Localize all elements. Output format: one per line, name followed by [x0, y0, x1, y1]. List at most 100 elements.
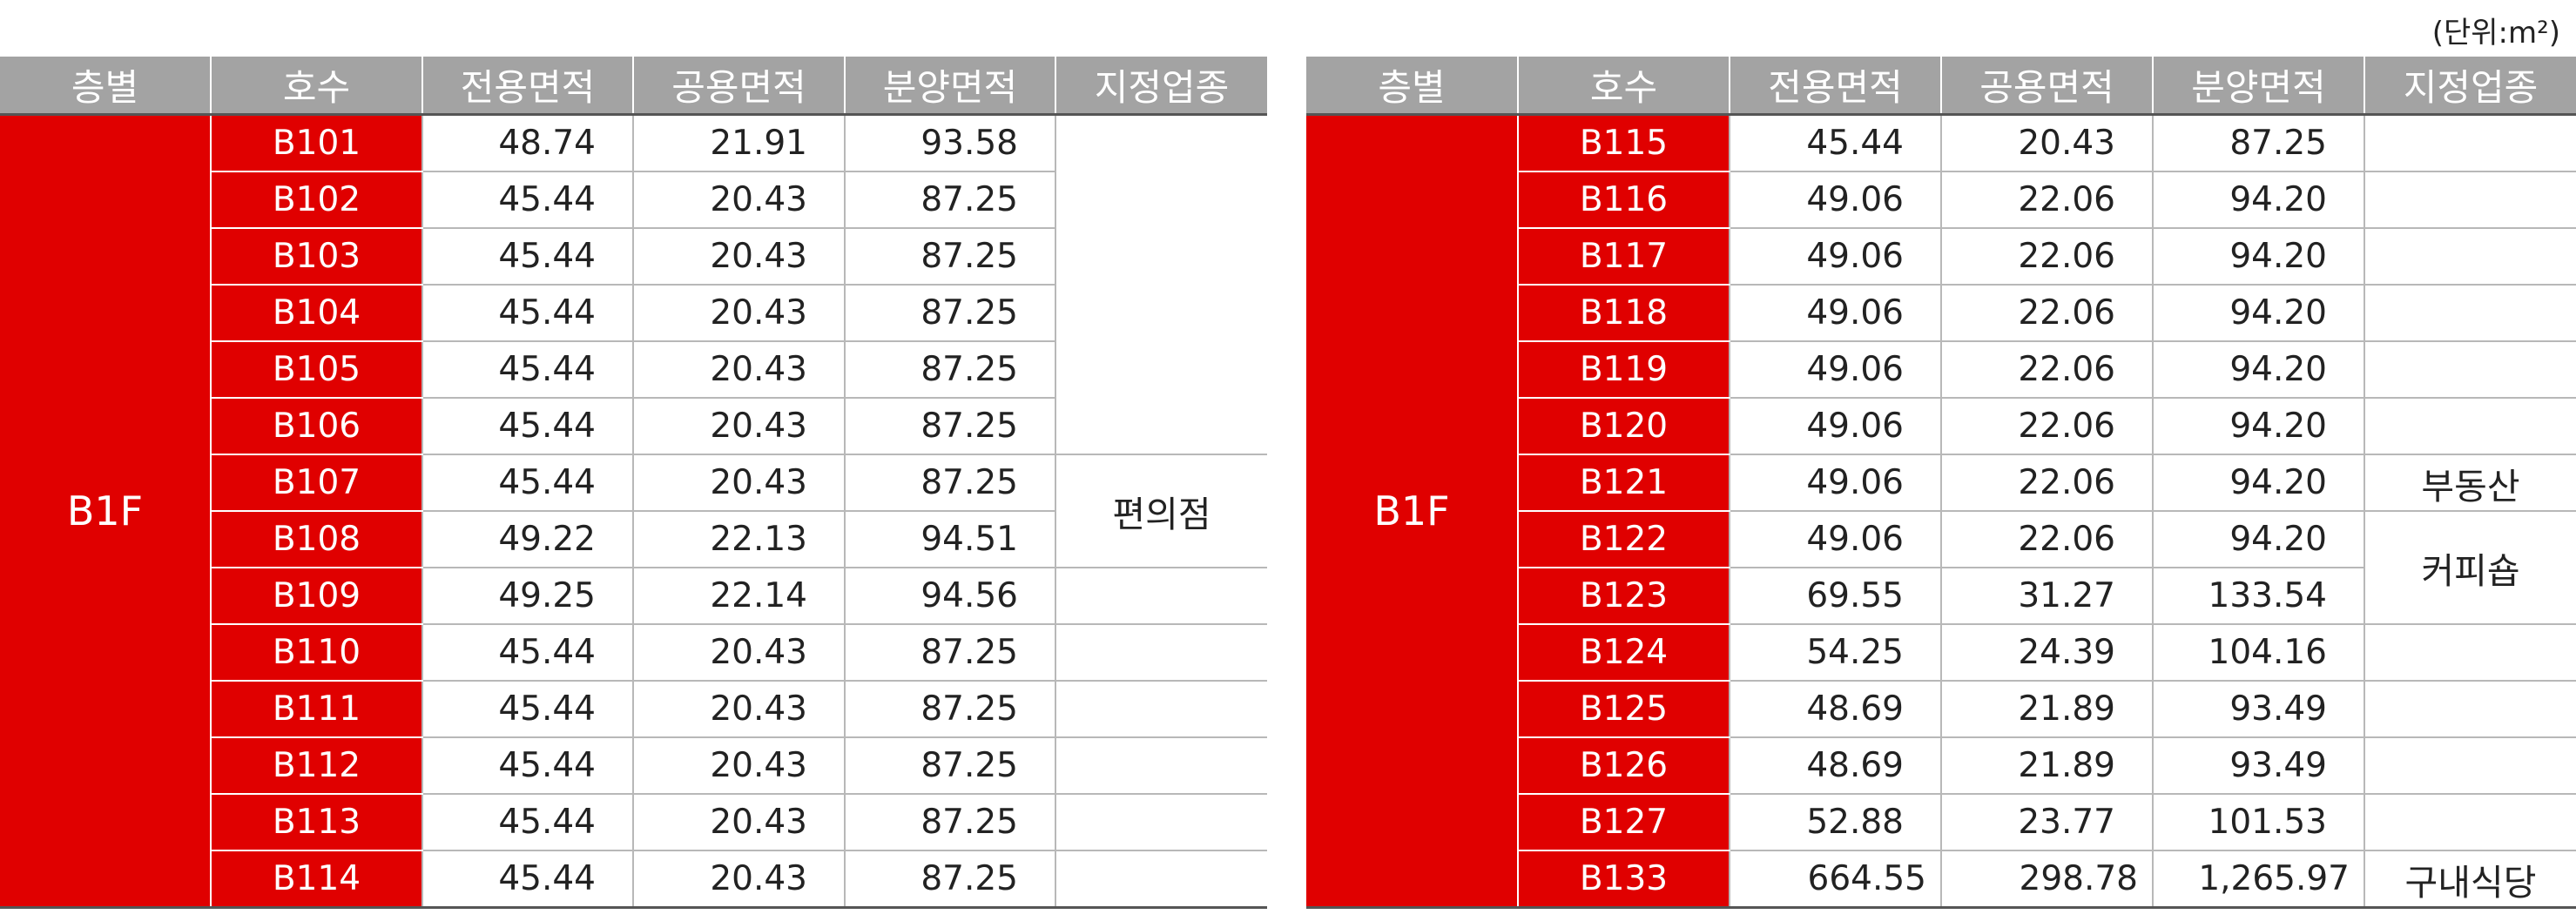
exclusive-area-cell-value: 49.06 — [1806, 407, 1904, 446]
unit-number-cell: B119 — [1517, 341, 1730, 399]
table-row: B117 49.06 22.06 94.20 — [1306, 228, 2576, 286]
sale-area-cell: 94.20 — [2152, 341, 2364, 399]
exclusive-area-cell-value: 45.44 — [498, 237, 596, 276]
exclusive-area-cell-value: 45.44 — [498, 293, 596, 333]
sale-area-cell: 93.49 — [2152, 681, 2364, 738]
common-area-cell: 20.43 — [632, 850, 845, 909]
exclusive-area-cell: 54.25 — [1729, 624, 1941, 682]
sale-area-cell-value: 94.20 — [2229, 520, 2327, 559]
sale-area-cell-value: 93.49 — [2229, 689, 2327, 729]
sale-area-cell: 87.25 — [844, 624, 1055, 682]
unit-number-cell: B127 — [1517, 794, 1730, 851]
sale-area-cell: 104.16 — [2152, 624, 2364, 682]
business-type-cell — [1055, 624, 1267, 682]
business-type-cell — [1055, 737, 1267, 795]
common-area-cell: 20.43 — [632, 341, 845, 399]
exclusive-area-cell-value: 49.06 — [1806, 237, 1904, 276]
table-row: B1F B101 48.74 21.91 93.58 — [0, 114, 1267, 909]
common-area-cell-value: 22.13 — [710, 520, 807, 559]
exclusive-area-cell: 45.44 — [1729, 114, 1941, 172]
sale-area-cell-value: 87.25 — [920, 293, 1018, 333]
exclusive-area-cell: 45.44 — [421, 341, 633, 399]
exclusive-area-cell: 49.22 — [421, 511, 633, 568]
common-area-cell-value: 22.06 — [2018, 463, 2115, 502]
exclusive-area-cell: 45.44 — [421, 398, 633, 455]
table-row: B127 52.88 23.77 101.53 — [1306, 794, 2576, 851]
common-area-cell: 20.43 — [632, 454, 845, 512]
unit-number-cell: B105 — [210, 341, 422, 399]
sale-area-cell-value: 94.51 — [920, 520, 1018, 559]
sale-area-cell-value: 94.20 — [2229, 180, 2327, 219]
table-row: B111 45.44 20.43 87.25 — [0, 681, 1267, 738]
table-row: B123 69.55 31.27 133.54 — [1306, 568, 2576, 625]
sale-area-cell: 94.20 — [2152, 285, 2364, 342]
header-unit: 호수 — [1517, 57, 1730, 115]
unit-number-cell: B126 — [1517, 737, 1730, 795]
exclusive-area-cell: 45.44 — [421, 454, 633, 512]
exclusive-area-cell: 49.06 — [1729, 398, 1941, 455]
business-type-cell: 구내식당 — [2364, 850, 2576, 909]
common-area-cell: 22.14 — [632, 568, 845, 625]
business-type-cell — [1055, 681, 1267, 738]
common-area-cell: 22.06 — [1940, 398, 2153, 455]
table-row: B113 45.44 20.43 87.25 — [0, 794, 1267, 851]
business-type-cell — [2364, 624, 2576, 682]
exclusive-area-cell: 49.06 — [1729, 171, 1941, 229]
common-area-cell: 22.06 — [1940, 171, 2153, 229]
unit-number-cell: B133 — [1517, 850, 1730, 909]
header-exclusive-area: 전용면적 — [1729, 57, 1941, 115]
exclusive-area-cell: 45.44 — [421, 681, 633, 738]
business-type-cell — [1055, 114, 1267, 455]
sale-area-cell-value: 87.25 — [920, 463, 1018, 502]
exclusive-area-cell-value: 45.44 — [498, 350, 596, 389]
exclusive-area-cell-value: 45.44 — [498, 859, 596, 898]
exclusive-area-cell-value: 49.06 — [1806, 520, 1904, 559]
exclusive-area-cell-value: 49.06 — [1806, 350, 1904, 389]
common-area-cell-value: 20.43 — [710, 746, 807, 785]
common-area-cell: 20.43 — [632, 681, 845, 738]
sale-area-cell-value: 87.25 — [920, 803, 1018, 842]
unit-number-cell: B107 — [210, 454, 422, 512]
exclusive-area-cell-value: 49.06 — [1806, 180, 1904, 219]
sale-area-cell-value: 133.54 — [2208, 576, 2327, 615]
sale-area-cell-value: 101.53 — [2208, 803, 2327, 842]
table-row: B103 45.44 20.43 87.25 — [0, 228, 1267, 286]
common-area-cell-value: 31.27 — [2018, 576, 2115, 615]
common-area-cell-value: 21.89 — [2018, 746, 2115, 785]
common-area-cell: 23.77 — [1940, 794, 2153, 851]
table-row: B118 49.06 22.06 94.20 — [1306, 285, 2576, 342]
exclusive-area-cell-value: 49.25 — [498, 576, 596, 615]
common-area-cell-value: 20.43 — [710, 859, 807, 898]
business-type-cell: 커피숍 — [2364, 511, 2576, 625]
common-area-cell-value: 22.06 — [2018, 350, 2115, 389]
business-type-cell: 부동산 — [2364, 454, 2576, 512]
business-type-cell — [2364, 737, 2576, 795]
exclusive-area-cell: 45.44 — [421, 285, 633, 342]
common-area-cell-value: 20.43 — [710, 180, 807, 219]
exclusive-area-cell: 49.06 — [1729, 341, 1941, 399]
common-area-cell: 20.43 — [632, 398, 845, 455]
exclusive-area-cell-value: 52.88 — [1806, 803, 1904, 842]
header-unit: 호수 — [210, 57, 422, 115]
common-area-cell: 31.27 — [1940, 568, 2153, 625]
sale-area-cell-value: 87.25 — [920, 859, 1018, 898]
header-sale-area: 분양면적 — [844, 57, 1055, 115]
common-area-cell: 20.43 — [632, 624, 845, 682]
table-row: B126 48.69 21.89 93.49 — [1306, 737, 2576, 795]
business-type-cell — [2364, 794, 2576, 851]
sale-area-cell: 94.51 — [844, 511, 1055, 568]
unit-number-cell: B113 — [210, 794, 422, 851]
common-area-cell-value: 22.06 — [2018, 293, 2115, 333]
sale-area-cell: 94.20 — [2152, 398, 2364, 455]
exclusive-area-cell-value: 45.44 — [498, 407, 596, 446]
table-row: B124 54.25 24.39 104.16 — [1306, 624, 2576, 682]
exclusive-area-cell: 49.06 — [1729, 228, 1941, 286]
common-area-cell: 20.43 — [632, 285, 845, 342]
table-row: B104 45.44 20.43 87.25 — [0, 285, 1267, 342]
sale-area-cell-value: 87.25 — [920, 180, 1018, 219]
common-area-cell: 21.91 — [632, 114, 845, 172]
table-header-row: 층별 호수 전용면적 공용면적 분양면적 지정업종 — [0, 57, 1267, 115]
table-row: B120 49.06 22.06 94.20 — [1306, 398, 2576, 455]
unit-number-cell: B101 — [210, 114, 422, 172]
unit-number-cell: B109 — [210, 568, 422, 625]
